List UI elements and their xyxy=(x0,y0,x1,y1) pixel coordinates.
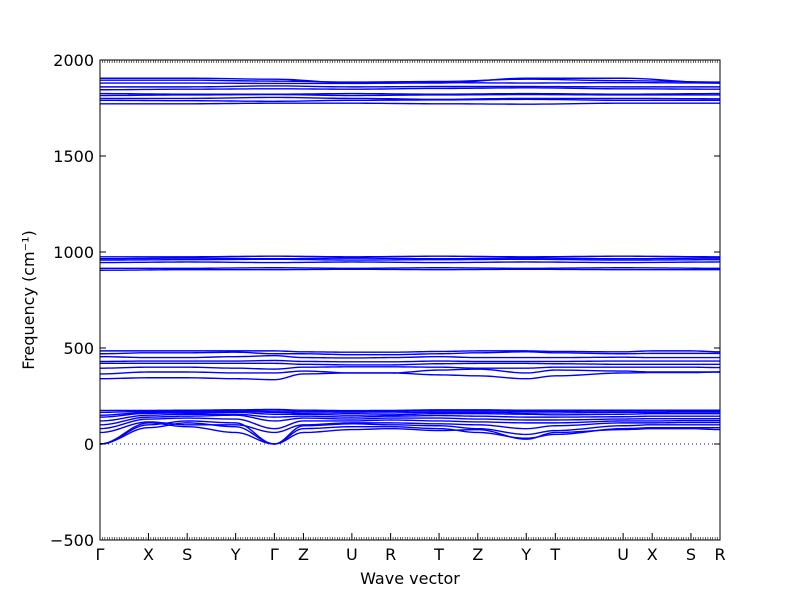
x-axis-title: Wave vector xyxy=(360,569,460,588)
x-tick-label: Z xyxy=(298,545,309,564)
band-line-28 xyxy=(100,96,720,101)
band-line-17 xyxy=(99,354,720,359)
band-line-5 xyxy=(99,417,720,430)
plot-frame xyxy=(99,59,721,541)
x-tick-label: X xyxy=(143,545,154,564)
y-axis-title: Frequency (cm⁻¹) xyxy=(19,230,38,369)
band-line-9 xyxy=(99,410,720,416)
band-line-32 xyxy=(100,85,720,88)
x-tick-label: Z xyxy=(472,545,483,564)
y-tick-label: 2000 xyxy=(53,51,94,70)
x-tick-label: Y xyxy=(520,545,531,564)
band-line-7 xyxy=(99,413,720,422)
band-line-35 xyxy=(100,77,721,84)
plot-background xyxy=(100,60,720,540)
band-line-15 xyxy=(100,362,720,366)
band-line-26 xyxy=(100,102,720,105)
bands-layer xyxy=(99,77,721,445)
band-line-20 xyxy=(99,268,720,271)
band-line-30 xyxy=(99,92,721,95)
x-tick-label: Y xyxy=(230,545,241,564)
band-line-23 xyxy=(100,258,721,261)
band-line-16 xyxy=(99,359,720,363)
x-tick-label: R xyxy=(385,545,396,564)
band-line-22 xyxy=(99,261,721,264)
band-line-8 xyxy=(99,411,720,418)
x-tick-label: T xyxy=(549,545,560,564)
band-line-11 xyxy=(100,408,720,412)
y-tick-label: −500 xyxy=(50,531,94,550)
band-line-27 xyxy=(99,98,720,102)
y-tick-label: 1000 xyxy=(53,243,94,262)
band-line-31 xyxy=(99,87,720,91)
y-tick-label: 1500 xyxy=(53,147,94,166)
x-tick-label: U xyxy=(346,545,358,564)
band-line-14 xyxy=(99,366,720,370)
band-line-19 xyxy=(100,350,721,353)
y-tick-label: 0 xyxy=(84,435,94,454)
y-ticks-layer: −500 0 500 1000 1500 2000 xyxy=(50,51,720,550)
x-tick-label: Γ xyxy=(270,545,279,564)
x-tick-label: Γ xyxy=(96,545,105,564)
x-tick-label: T xyxy=(433,545,444,564)
band-line-21 xyxy=(100,267,721,270)
band-line-18 xyxy=(99,351,720,356)
band-line-34 xyxy=(100,78,721,83)
band-line-6 xyxy=(99,414,720,426)
x-tick-label: X xyxy=(647,545,658,564)
band-line-2 xyxy=(99,420,720,445)
x-tick-label: S xyxy=(686,545,696,564)
band-line-12 xyxy=(99,371,721,381)
band-line-13 xyxy=(99,368,720,375)
band-line-29 xyxy=(99,93,720,97)
band-line-24 xyxy=(99,257,721,260)
band-line-4 xyxy=(99,421,720,434)
x-tick-label: U xyxy=(617,545,629,564)
y-tick-label: 500 xyxy=(63,339,94,358)
band-line-3 xyxy=(99,422,721,445)
x-tick-label: R xyxy=(714,545,725,564)
x-tick-label: S xyxy=(182,545,192,564)
band-line-25 xyxy=(100,255,721,258)
